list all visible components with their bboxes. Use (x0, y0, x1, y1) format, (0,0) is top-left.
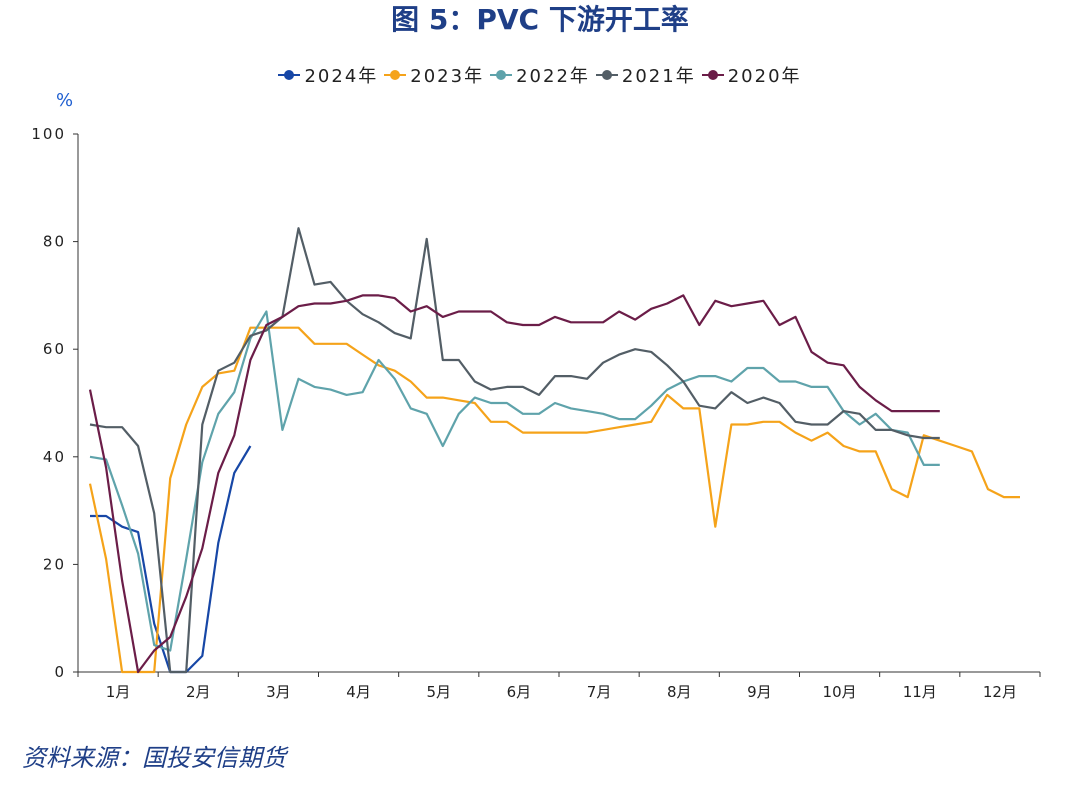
x-tick-label: 5月 (426, 683, 451, 701)
series-line-2020年 (88, 294, 940, 674)
series-line-2023年 (88, 326, 1020, 674)
x-tick-label: 9月 (747, 683, 772, 701)
y-tick-label: 20 (43, 555, 66, 573)
legend-label: 2021年 (621, 66, 696, 87)
legend: 2024年 2023年 2022年 2021年 2020年 (0, 62, 1080, 88)
legend-label: 2024年 (304, 66, 379, 87)
legend-label: 2022年 (516, 66, 590, 87)
x-tick-label: 1月 (106, 683, 131, 701)
y-tick-label: 0 (54, 663, 66, 681)
y-axis-unit: % (56, 90, 74, 111)
y-tick-label: 100 (31, 125, 66, 143)
y-tick-label: 40 (43, 448, 66, 466)
x-tick-label: 7月 (587, 683, 612, 701)
legend-item: 2022年 (490, 62, 590, 88)
x-tick-label: 11月 (903, 683, 937, 701)
legend-item: 2024年 (278, 62, 378, 88)
legend-marker (384, 70, 407, 80)
x-tick-label: 12月 (983, 683, 1017, 701)
legend-item: 2023年 (384, 62, 484, 88)
chart-title: 图 5：PVC 下游开工率 (391, 3, 689, 36)
legend-label: 2020年 (727, 66, 802, 87)
legend-marker (490, 70, 513, 80)
legend-label: 2023年 (410, 66, 485, 87)
legend-marker (701, 70, 724, 80)
x-tick-label: 10月 (823, 683, 857, 701)
x-tick-label: 6月 (507, 683, 532, 701)
legend-item: 2021年 (595, 62, 696, 88)
y-tick-label: 80 (43, 233, 66, 251)
x-tick-label: 3月 (266, 683, 291, 701)
legend-marker (595, 70, 618, 80)
y-tick-label: 60 (43, 340, 66, 358)
source-note: 资料来源：国投安信期货 (22, 744, 286, 772)
series-line-2022年 (89, 310, 940, 652)
series-line-2021年 (89, 227, 940, 674)
legend-marker (278, 70, 301, 80)
x-tick-label: 2月 (186, 683, 211, 701)
legend-item: 2020年 (701, 62, 802, 88)
x-tick-label: 4月 (346, 683, 371, 701)
x-tick-label: 8月 (667, 683, 692, 701)
